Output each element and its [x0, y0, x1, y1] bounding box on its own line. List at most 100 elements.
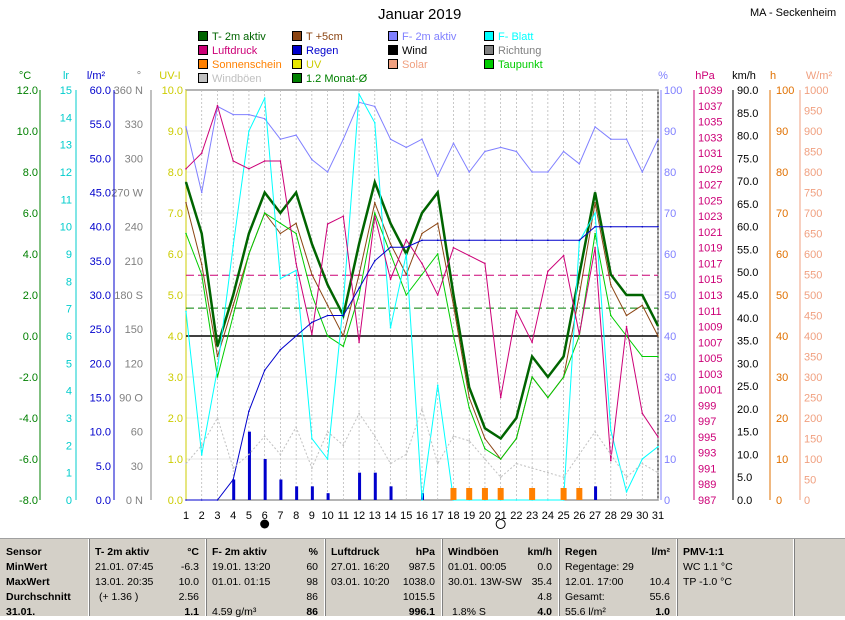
stats-t2m-max-time: 13.01. 20:35: [95, 576, 154, 588]
stats-pmv-header: PMV-1:1: [683, 546, 724, 558]
data-point: [657, 445, 659, 448]
legend-label: Sonnenschein: [212, 59, 282, 71]
data-point: [295, 222, 297, 225]
axis-tick-wind: 75.0: [737, 153, 758, 165]
data-point: [578, 335, 581, 337]
data-point: [594, 232, 596, 235]
axis-tick-sun: 10: [776, 454, 788, 466]
rain-daily-bar: [594, 486, 598, 500]
legend-label: Taupunkt: [498, 59, 543, 71]
data-point: [358, 273, 360, 276]
data-point: [657, 138, 659, 140]
data-point: [594, 225, 596, 228]
legend-label: F- 2m aktiv: [402, 31, 457, 43]
data-point: [641, 355, 644, 358]
data-point: [641, 294, 644, 296]
stats-rain-total: 55.6: [649, 591, 670, 603]
axis-tick-solar: 200: [804, 413, 822, 425]
axis-tick-hum: 80: [664, 167, 676, 179]
axis-tick-press: 987: [698, 495, 716, 507]
data-point: [342, 138, 345, 140]
x-tick-label: 4: [230, 510, 236, 522]
axis-tick-wind: 20.0: [737, 404, 758, 416]
data-point: [578, 240, 581, 243]
legend-item: Taupunkt: [484, 59, 543, 72]
data-point: [200, 152, 203, 154]
axis-tick-hum: 0: [664, 495, 670, 507]
data-point: [625, 476, 628, 479]
data-point: [263, 435, 266, 438]
data-point: [562, 239, 565, 242]
data-point: [342, 215, 345, 217]
axis-unit-rain: l/m²: [87, 70, 106, 82]
axis-tick-press: 999: [698, 400, 716, 412]
axis-tick-press: 1035: [698, 117, 722, 129]
sunshine-bar: [560, 488, 567, 500]
data-point: [468, 396, 471, 399]
data-point: [641, 171, 644, 173]
legend-item: F- Blatt: [484, 31, 533, 44]
axis-tick-rain: 15.0: [90, 393, 111, 405]
data-point: [547, 499, 549, 501]
axis-tick-uv: 3.0: [168, 372, 183, 384]
stats-f2m-last-note: 4.59 g/m³: [212, 606, 257, 618]
axis-tick-temp: -6.0: [19, 454, 38, 466]
axis-tick-solar: 1000: [804, 85, 828, 97]
legend-label: Regen: [306, 45, 339, 57]
data-point: [248, 130, 250, 132]
axis-tick-sun: 50: [776, 290, 788, 302]
data-point: [185, 499, 187, 501]
rain-daily-bar: [263, 459, 267, 500]
data-point: [263, 97, 266, 99]
axis-tick-dir: 60: [131, 427, 143, 439]
rain-daily-bar: [373, 472, 377, 500]
station-name: MA - Seckenheim: [750, 7, 837, 19]
data-point: [248, 113, 250, 116]
axis-tick-press: 1015: [698, 274, 722, 286]
stats-label-avg: Durchschnitt: [6, 591, 71, 603]
data-point: [657, 471, 659, 474]
axis-tick-uv: 7.0: [168, 208, 183, 220]
data-point: [279, 160, 282, 162]
data-point: [625, 325, 628, 328]
axis-tick-dir: 360 N: [114, 85, 143, 97]
x-tick-label: 18: [447, 510, 459, 522]
x-tick-label: 9: [309, 510, 315, 522]
data-point: [515, 437, 518, 440]
data-point: [436, 294, 439, 296]
axis-tick-lr: 1: [66, 468, 72, 480]
axis-tick-lr: 7: [66, 304, 72, 316]
legend-swatch: [292, 59, 302, 69]
data-point: [484, 427, 486, 430]
legend-item: Richtung: [484, 45, 541, 58]
axis-tick-rain: 55.0: [90, 119, 111, 131]
data-point: [326, 283, 329, 286]
stats-gust-last: 4.0: [537, 606, 552, 618]
stats-press-max-time: 03.01. 10:20: [331, 576, 390, 588]
x-tick-label: 1: [183, 510, 189, 522]
data-point: [421, 212, 423, 214]
rain-daily-bar: [358, 472, 362, 500]
data-point: [389, 242, 392, 245]
stats-rain-unit: l/m²: [651, 546, 670, 558]
data-point: [625, 491, 628, 493]
axis-tick-press: 1033: [698, 132, 722, 144]
data-point: [248, 168, 250, 170]
data-point: [499, 458, 502, 460]
data-point: [562, 254, 565, 257]
data-point: [452, 335, 455, 337]
data-point: [200, 454, 203, 456]
x-tick-label: 8: [293, 510, 299, 522]
stats-t2m-min-time: 21.01. 07:45: [95, 561, 154, 573]
data-point: [326, 335, 329, 337]
data-point: [200, 499, 203, 501]
data-point: [311, 321, 313, 324]
axis-tick-solar: 500: [804, 290, 822, 302]
rain-daily-bar: [295, 486, 299, 500]
axis-tick-lr: 3: [66, 413, 72, 425]
data-point: [421, 232, 423, 235]
legend-item: T- 2m aktiv: [198, 31, 266, 44]
data-point: [279, 222, 282, 225]
data-point: [452, 239, 455, 242]
data-point: [342, 335, 345, 337]
